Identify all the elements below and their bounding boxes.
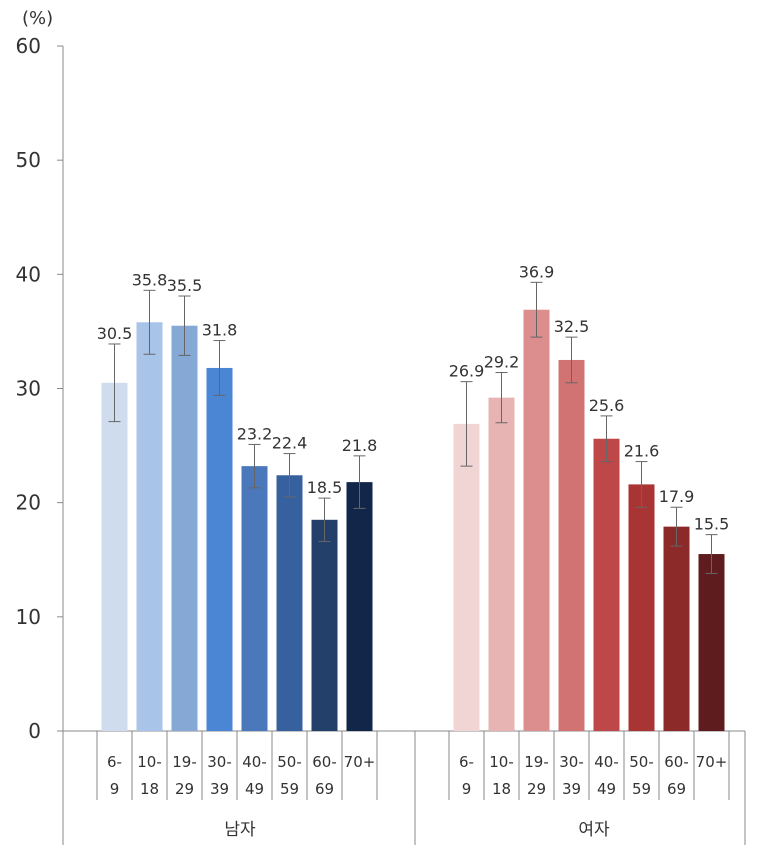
y-tick-label: 50 bbox=[16, 148, 41, 172]
category-label: 30- bbox=[559, 753, 584, 771]
bar bbox=[171, 325, 198, 731]
data-label: 21.8 bbox=[342, 436, 378, 455]
data-label: 21.6 bbox=[624, 442, 660, 461]
category-label: 9 bbox=[462, 780, 472, 798]
category-label: 49 bbox=[245, 780, 264, 798]
bar bbox=[241, 466, 268, 731]
category-label: 10- bbox=[489, 753, 514, 771]
bar bbox=[206, 367, 233, 731]
bar bbox=[346, 482, 373, 731]
bar bbox=[663, 526, 690, 731]
y-tick-label: 40 bbox=[16, 262, 41, 286]
data-label: 35.8 bbox=[132, 270, 168, 289]
data-label: 32.5 bbox=[554, 317, 590, 336]
group-label: 여자 bbox=[578, 820, 610, 840]
y-tick-label: 10 bbox=[16, 605, 41, 629]
data-label: 17.9 bbox=[659, 487, 695, 506]
data-label: 26.9 bbox=[449, 362, 485, 381]
category-label: 39 bbox=[562, 780, 581, 798]
category-label: 18 bbox=[492, 780, 511, 798]
data-label: 35.5 bbox=[167, 276, 203, 295]
data-label: 18.5 bbox=[307, 478, 343, 497]
bar bbox=[453, 423, 480, 731]
data-label: 15.5 bbox=[694, 515, 730, 534]
category-label: 6- bbox=[459, 753, 474, 771]
category-label: 40- bbox=[242, 753, 267, 771]
category-label: 6- bbox=[107, 753, 122, 771]
category-label: 10- bbox=[137, 753, 162, 771]
category-label: 50- bbox=[277, 753, 302, 771]
y-tick-label: 0 bbox=[28, 719, 41, 743]
category-label: 60- bbox=[312, 753, 337, 771]
category-label: 29 bbox=[527, 780, 546, 798]
category-label: 30- bbox=[207, 753, 232, 771]
category-label: 9 bbox=[110, 780, 120, 798]
data-label: 25.6 bbox=[589, 396, 625, 415]
category-label: 69 bbox=[315, 780, 334, 798]
category-label: 69 bbox=[667, 780, 686, 798]
category-label: 49 bbox=[597, 780, 616, 798]
bar bbox=[488, 397, 515, 731]
category-label: 70+ bbox=[696, 753, 728, 771]
bar bbox=[276, 475, 303, 731]
bar bbox=[628, 484, 655, 731]
data-label: 36.9 bbox=[519, 262, 555, 281]
group-label: 남자 bbox=[224, 820, 256, 840]
y-tick-label: 60 bbox=[16, 34, 41, 58]
category-label: 70+ bbox=[344, 753, 376, 771]
bar bbox=[698, 554, 725, 731]
y-tick-label: 20 bbox=[16, 491, 41, 515]
category-label: 59 bbox=[632, 780, 651, 798]
data-label: 22.4 bbox=[272, 434, 308, 453]
category-label: 29 bbox=[175, 780, 194, 798]
y-unit-label: (%) bbox=[22, 8, 53, 29]
bar bbox=[311, 519, 338, 731]
y-tick-label: 30 bbox=[16, 377, 41, 401]
bar bbox=[523, 309, 550, 731]
category-label: 60- bbox=[664, 753, 689, 771]
category-label: 19- bbox=[524, 753, 549, 771]
category-label: 19- bbox=[172, 753, 197, 771]
bar bbox=[593, 438, 620, 731]
category-label: 39 bbox=[210, 780, 229, 798]
category-label: 50- bbox=[629, 753, 654, 771]
category-label: 59 bbox=[280, 780, 299, 798]
bar bbox=[558, 359, 585, 731]
data-label: 29.2 bbox=[484, 353, 520, 372]
category-label: 40- bbox=[594, 753, 619, 771]
data-label: 23.2 bbox=[237, 424, 273, 443]
data-label: 30.5 bbox=[97, 324, 133, 343]
bar bbox=[136, 322, 163, 731]
data-label: 31.8 bbox=[202, 321, 238, 340]
category-label: 18 bbox=[140, 780, 159, 798]
bar bbox=[101, 382, 128, 731]
